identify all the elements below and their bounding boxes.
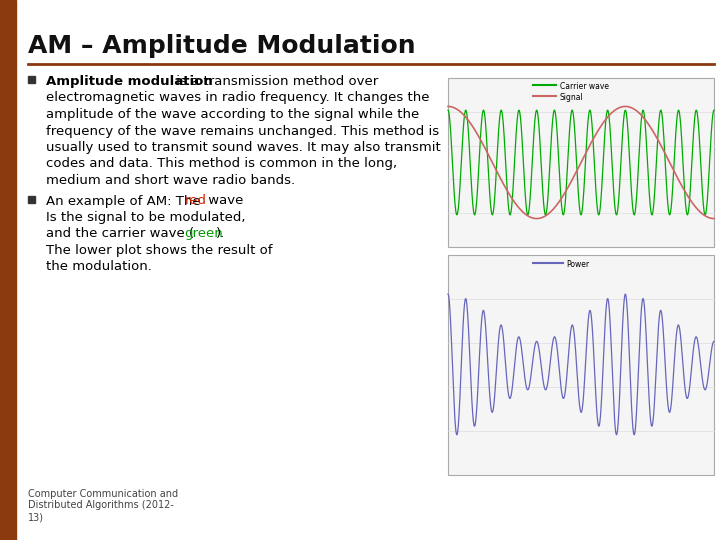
Text: Power: Power bbox=[566, 260, 589, 269]
Text: Amplitude modulation: Amplitude modulation bbox=[46, 75, 212, 88]
Bar bbox=[0, 0, 16, 540]
Text: codes and data. This method is common in the long,: codes and data. This method is common in… bbox=[46, 158, 397, 171]
Text: Carrier wave: Carrier wave bbox=[560, 82, 609, 91]
Text: wave: wave bbox=[204, 194, 243, 207]
Text: Signal: Signal bbox=[560, 93, 584, 102]
Text: usually used to transmit sound waves. It may also transmit: usually used to transmit sound waves. It… bbox=[46, 141, 441, 154]
Text: ).: ). bbox=[216, 227, 225, 240]
Text: Computer Communication and
Distributed Algorithms (2012-
13): Computer Communication and Distributed A… bbox=[28, 489, 178, 522]
Text: amplitude of the wave according to the signal while the: amplitude of the wave according to the s… bbox=[46, 108, 419, 121]
Text: medium and short wave radio bands.: medium and short wave radio bands. bbox=[46, 174, 295, 187]
Text: the modulation.: the modulation. bbox=[46, 260, 152, 273]
Bar bbox=[28, 76, 35, 83]
FancyBboxPatch shape bbox=[448, 255, 714, 475]
Text: green: green bbox=[184, 227, 223, 240]
Text: frequency of the wave remains unchanged. This method is: frequency of the wave remains unchanged.… bbox=[46, 125, 439, 138]
FancyBboxPatch shape bbox=[448, 78, 714, 247]
Text: An example of AM: The: An example of AM: The bbox=[46, 194, 205, 207]
Text: The lower plot shows the result of: The lower plot shows the result of bbox=[46, 244, 272, 257]
Text: red: red bbox=[184, 194, 207, 207]
Text: AM – Amplitude Modulation: AM – Amplitude Modulation bbox=[28, 34, 415, 58]
Text: Is the signal to be modulated,: Is the signal to be modulated, bbox=[46, 211, 246, 224]
Bar bbox=[28, 195, 35, 202]
Text: is a transmission method over: is a transmission method over bbox=[172, 75, 378, 88]
Text: and the carrier wave (: and the carrier wave ( bbox=[46, 227, 194, 240]
Text: electromagnetic waves in radio frequency. It changes the: electromagnetic waves in radio frequency… bbox=[46, 91, 430, 105]
